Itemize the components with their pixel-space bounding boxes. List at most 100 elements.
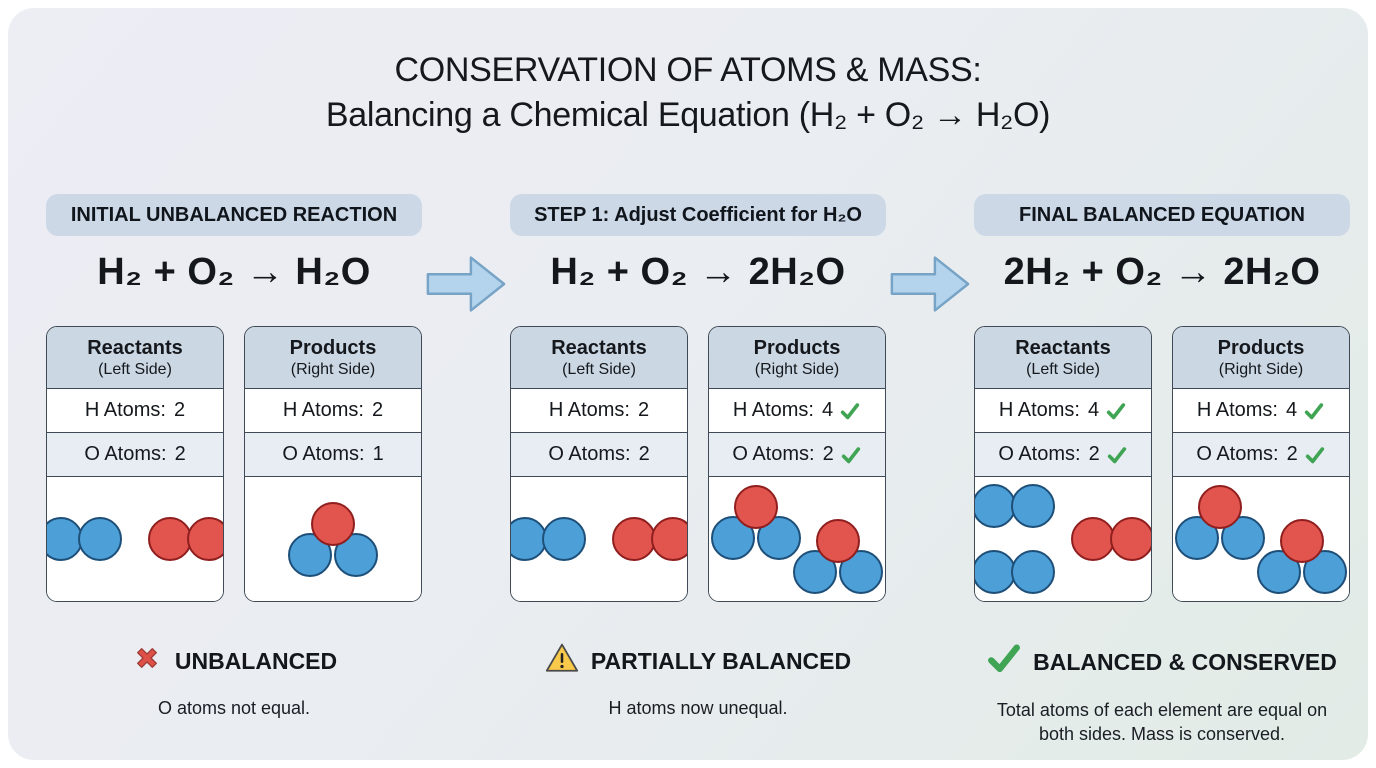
panel-1-caption: O atoms not equal. (157, 698, 311, 718)
atom-count-row: H Atoms: 2 (47, 389, 223, 433)
atom-count-row: H Atoms: 4 (1173, 389, 1349, 433)
panel-1-header: INITIAL UNBALANCED REACTION (46, 194, 422, 236)
blue-atom (47, 517, 83, 561)
red-atom (1110, 517, 1151, 561)
red-atom (1198, 484, 1242, 529)
panel-3-cards: Reactants (Left Side) H Atoms: 4 O Atoms… (974, 326, 1350, 602)
card-header: Products (Right Side) (709, 327, 885, 389)
right-block-arrow-icon (890, 256, 970, 312)
card-subtitle: (Left Side) (562, 361, 636, 378)
panel-2-equation: H₂ + O₂ → 2H₂O (550, 250, 846, 293)
atom-count-row: H Atoms: 2 (511, 389, 687, 433)
panel-1-cards: Reactants (Left Side) H Atoms: 2 O Atoms… (46, 326, 422, 602)
panel-1-status: UNBALANCED (131, 642, 337, 680)
row-value: 4 (1088, 399, 1100, 421)
card-subtitle: (Right Side) (754, 361, 840, 378)
h2-molecule (47, 517, 122, 561)
atom-count-row: O Atoms: 2 (47, 433, 223, 477)
card-header: Products (Right Side) (245, 327, 421, 389)
right-block-arrow-icon (426, 256, 506, 312)
atom-count-row: O Atoms: 2 (975, 433, 1151, 477)
row-label: H Atoms: (732, 399, 814, 421)
title-line-1: CONSERVATION OF ATOMS & MASS: (394, 51, 982, 89)
panel-step-1: STEP 1: Adjust Coefficient for H₂O H₂ + … (510, 194, 886, 746)
h2o-molecule (793, 518, 883, 594)
atom-count-row: O Atoms: 2 (709, 433, 885, 477)
atom-count-row: H Atoms: 4 (709, 389, 885, 433)
red-atom (612, 517, 656, 561)
red-atom (651, 517, 687, 561)
row-label: H Atoms: (1196, 399, 1278, 421)
panel-1-equation: H₂ + O₂ → H₂O (97, 250, 371, 293)
row-value: 2 (822, 443, 834, 465)
panel-3-equation: 2H₂ + O₂ → 2H₂O (1003, 250, 1321, 293)
row-label: H Atoms: (548, 399, 630, 421)
step-arrow-1 (422, 194, 510, 746)
h2o-molecule (1257, 518, 1347, 594)
red-atom (148, 517, 192, 561)
atom-count-row: O Atoms: 2 (511, 433, 687, 477)
status-label: UNBALANCED (174, 647, 338, 674)
step-arrow-2 (886, 194, 974, 746)
card-title: Products (289, 337, 377, 359)
row-value: 2 (638, 443, 650, 465)
h2-molecule (511, 517, 586, 561)
title-line-2: Balancing a Chemical Equation (H₂ + O₂ →… (325, 96, 1051, 134)
panel-3-header: FINAL BALANCED EQUATION (974, 194, 1350, 236)
card-title: Products (753, 337, 841, 359)
panel-initial-unbalanced: INITIAL UNBALANCED REACTION H₂ + O₂ → H₂… (46, 194, 422, 746)
row-value: 2 (174, 443, 186, 465)
o2-molecule (148, 517, 223, 561)
panels-container: INITIAL UNBALANCED REACTION H₂ + O₂ → H₂… (46, 194, 1350, 746)
card-header: Products (Right Side) (1173, 327, 1349, 389)
green-check-icon (1105, 400, 1127, 422)
row-label: H Atoms: (998, 399, 1080, 421)
card-title: Reactants (551, 337, 647, 359)
row-value: 2 (638, 399, 650, 421)
row-label: O Atoms: (84, 443, 167, 465)
page-title: CONSERVATION OF ATOMS & MASS: Balancing … (8, 8, 1368, 138)
red-atom (1071, 517, 1115, 561)
card-header: Reactants (Left Side) (511, 327, 687, 389)
row-value: 4 (1286, 399, 1298, 421)
panel-2-products-card: Products (Right Side) H Atoms: 4 O Atoms… (708, 326, 886, 602)
panel-3-status: BALANCED & CONSERVED (987, 642, 1337, 682)
blue-atom (1011, 550, 1055, 594)
atom-count-row: O Atoms: 1 (245, 433, 421, 477)
blue-atom (975, 550, 1016, 594)
red-atom (187, 517, 223, 561)
panel-2-status: PARTIALLY BALANCED (545, 642, 851, 680)
row-label: O Atoms: (998, 443, 1081, 465)
red-atom (311, 501, 355, 546)
panel-2-reactants-card: Reactants (Left Side) H Atoms: 2 O Atoms… (510, 326, 688, 602)
panel-2-header: STEP 1: Adjust Coefficient for H₂O (510, 194, 886, 236)
h2o-molecule (711, 484, 801, 560)
blue-atom (1011, 484, 1055, 528)
row-value: 2 (1088, 443, 1100, 465)
o2-molecule (1071, 517, 1151, 561)
card-subtitle: (Left Side) (1026, 361, 1100, 378)
row-label: O Atoms: (732, 443, 815, 465)
red-atom (1280, 518, 1324, 563)
status-label: PARTIALLY BALANCED (590, 647, 852, 674)
card-title: Reactants (87, 337, 183, 359)
panel-final-balanced: FINAL BALANCED EQUATION 2H₂ + O₂ → 2H₂O … (974, 194, 1350, 746)
green-check-icon (1106, 444, 1128, 466)
red-cross-icon (131, 642, 163, 680)
panel-1-products-card: Products (Right Side) H Atoms: 2 O Atoms… (244, 326, 422, 602)
red-atom (734, 484, 778, 529)
status-label: BALANCED & CONSERVED (1033, 648, 1337, 675)
molecule-diagram (511, 477, 687, 601)
red-atom (816, 518, 860, 563)
molecule-diagram (1173, 477, 1349, 601)
green-check-icon (987, 642, 1021, 682)
card-header: Reactants (Left Side) (47, 327, 223, 389)
panel-3-products-card: Products (Right Side) H Atoms: 4 O Atoms… (1172, 326, 1350, 602)
h2o-molecule (288, 501, 378, 577)
row-label: O Atoms: (1196, 443, 1279, 465)
panel-2-caption: H atoms now unequal. (608, 698, 788, 718)
row-label: H Atoms: (84, 399, 166, 421)
panel-1-reactants-card: Reactants (Left Side) H Atoms: 2 O Atoms… (46, 326, 224, 602)
warning-triangle-icon (545, 642, 579, 680)
panel-3-caption: Total atoms of each element are equal on… (996, 700, 1328, 744)
